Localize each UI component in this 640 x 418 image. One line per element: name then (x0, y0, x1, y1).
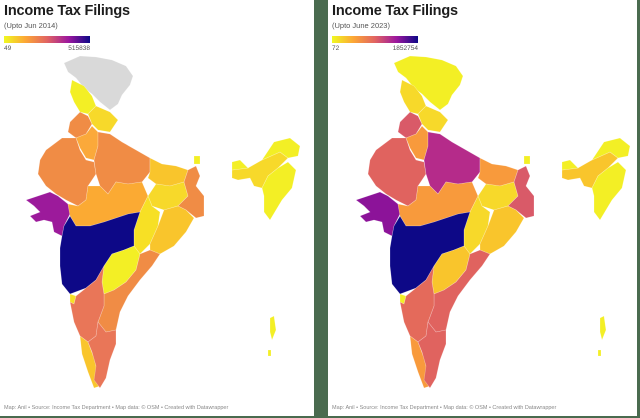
state-sikkim[interactable] (193, 155, 201, 165)
state-jammu-kashmir[interactable] (63, 55, 134, 111)
chart-footer-credits: Map: Anil • Source: Income Tax Departmen… (4, 405, 229, 411)
legend-max-label: 515838 (68, 45, 90, 52)
state-west-bengal[interactable] (177, 165, 205, 219)
state-sikkim[interactable] (523, 155, 531, 165)
map-panel-2023: Income Tax Filings (Upto June 2023) 72 1… (328, 0, 637, 416)
state-jammu-kashmir[interactable] (393, 55, 464, 111)
india-choropleth-map (25, 55, 301, 389)
state-tamil-nadu[interactable] (87, 321, 117, 389)
state-gujarat[interactable] (355, 191, 401, 237)
state-west-bengal[interactable] (507, 165, 535, 219)
india-choropleth-map (355, 55, 631, 389)
state-bihar[interactable] (147, 157, 189, 187)
legend-min-label: 72 (332, 45, 340, 52)
state-uttarakhand[interactable] (417, 105, 449, 133)
state-gujarat[interactable] (25, 191, 71, 237)
legend-max-label: 1852754 (392, 45, 418, 52)
legend-min-label: 49 (4, 45, 12, 52)
region-northeast[interactable] (231, 137, 301, 221)
state-odisha[interactable] (149, 205, 195, 255)
chart-title: Income Tax Filings (332, 3, 458, 19)
chart-subtitle: (Upto Jun 2014) (4, 21, 58, 30)
state-tamil-nadu[interactable] (417, 321, 447, 389)
chart-footer-credits: Map: Anil • Source: Income Tax Departmen… (332, 405, 557, 411)
color-legend-bar (332, 36, 418, 43)
state-odisha[interactable] (479, 205, 525, 255)
chart-title: Income Tax Filings (4, 3, 130, 19)
map-panel-2014: Income Tax Filings (Upto Jun 2014) 49 51… (0, 0, 314, 416)
chart-subtitle: (Upto June 2023) (332, 21, 390, 30)
state-bihar[interactable] (477, 157, 519, 187)
color-legend-bar (4, 36, 90, 43)
islands-andaman[interactable] (267, 315, 277, 357)
islands-andaman[interactable] (597, 315, 607, 357)
region-northeast[interactable] (561, 137, 631, 221)
state-uttarakhand[interactable] (87, 105, 119, 133)
